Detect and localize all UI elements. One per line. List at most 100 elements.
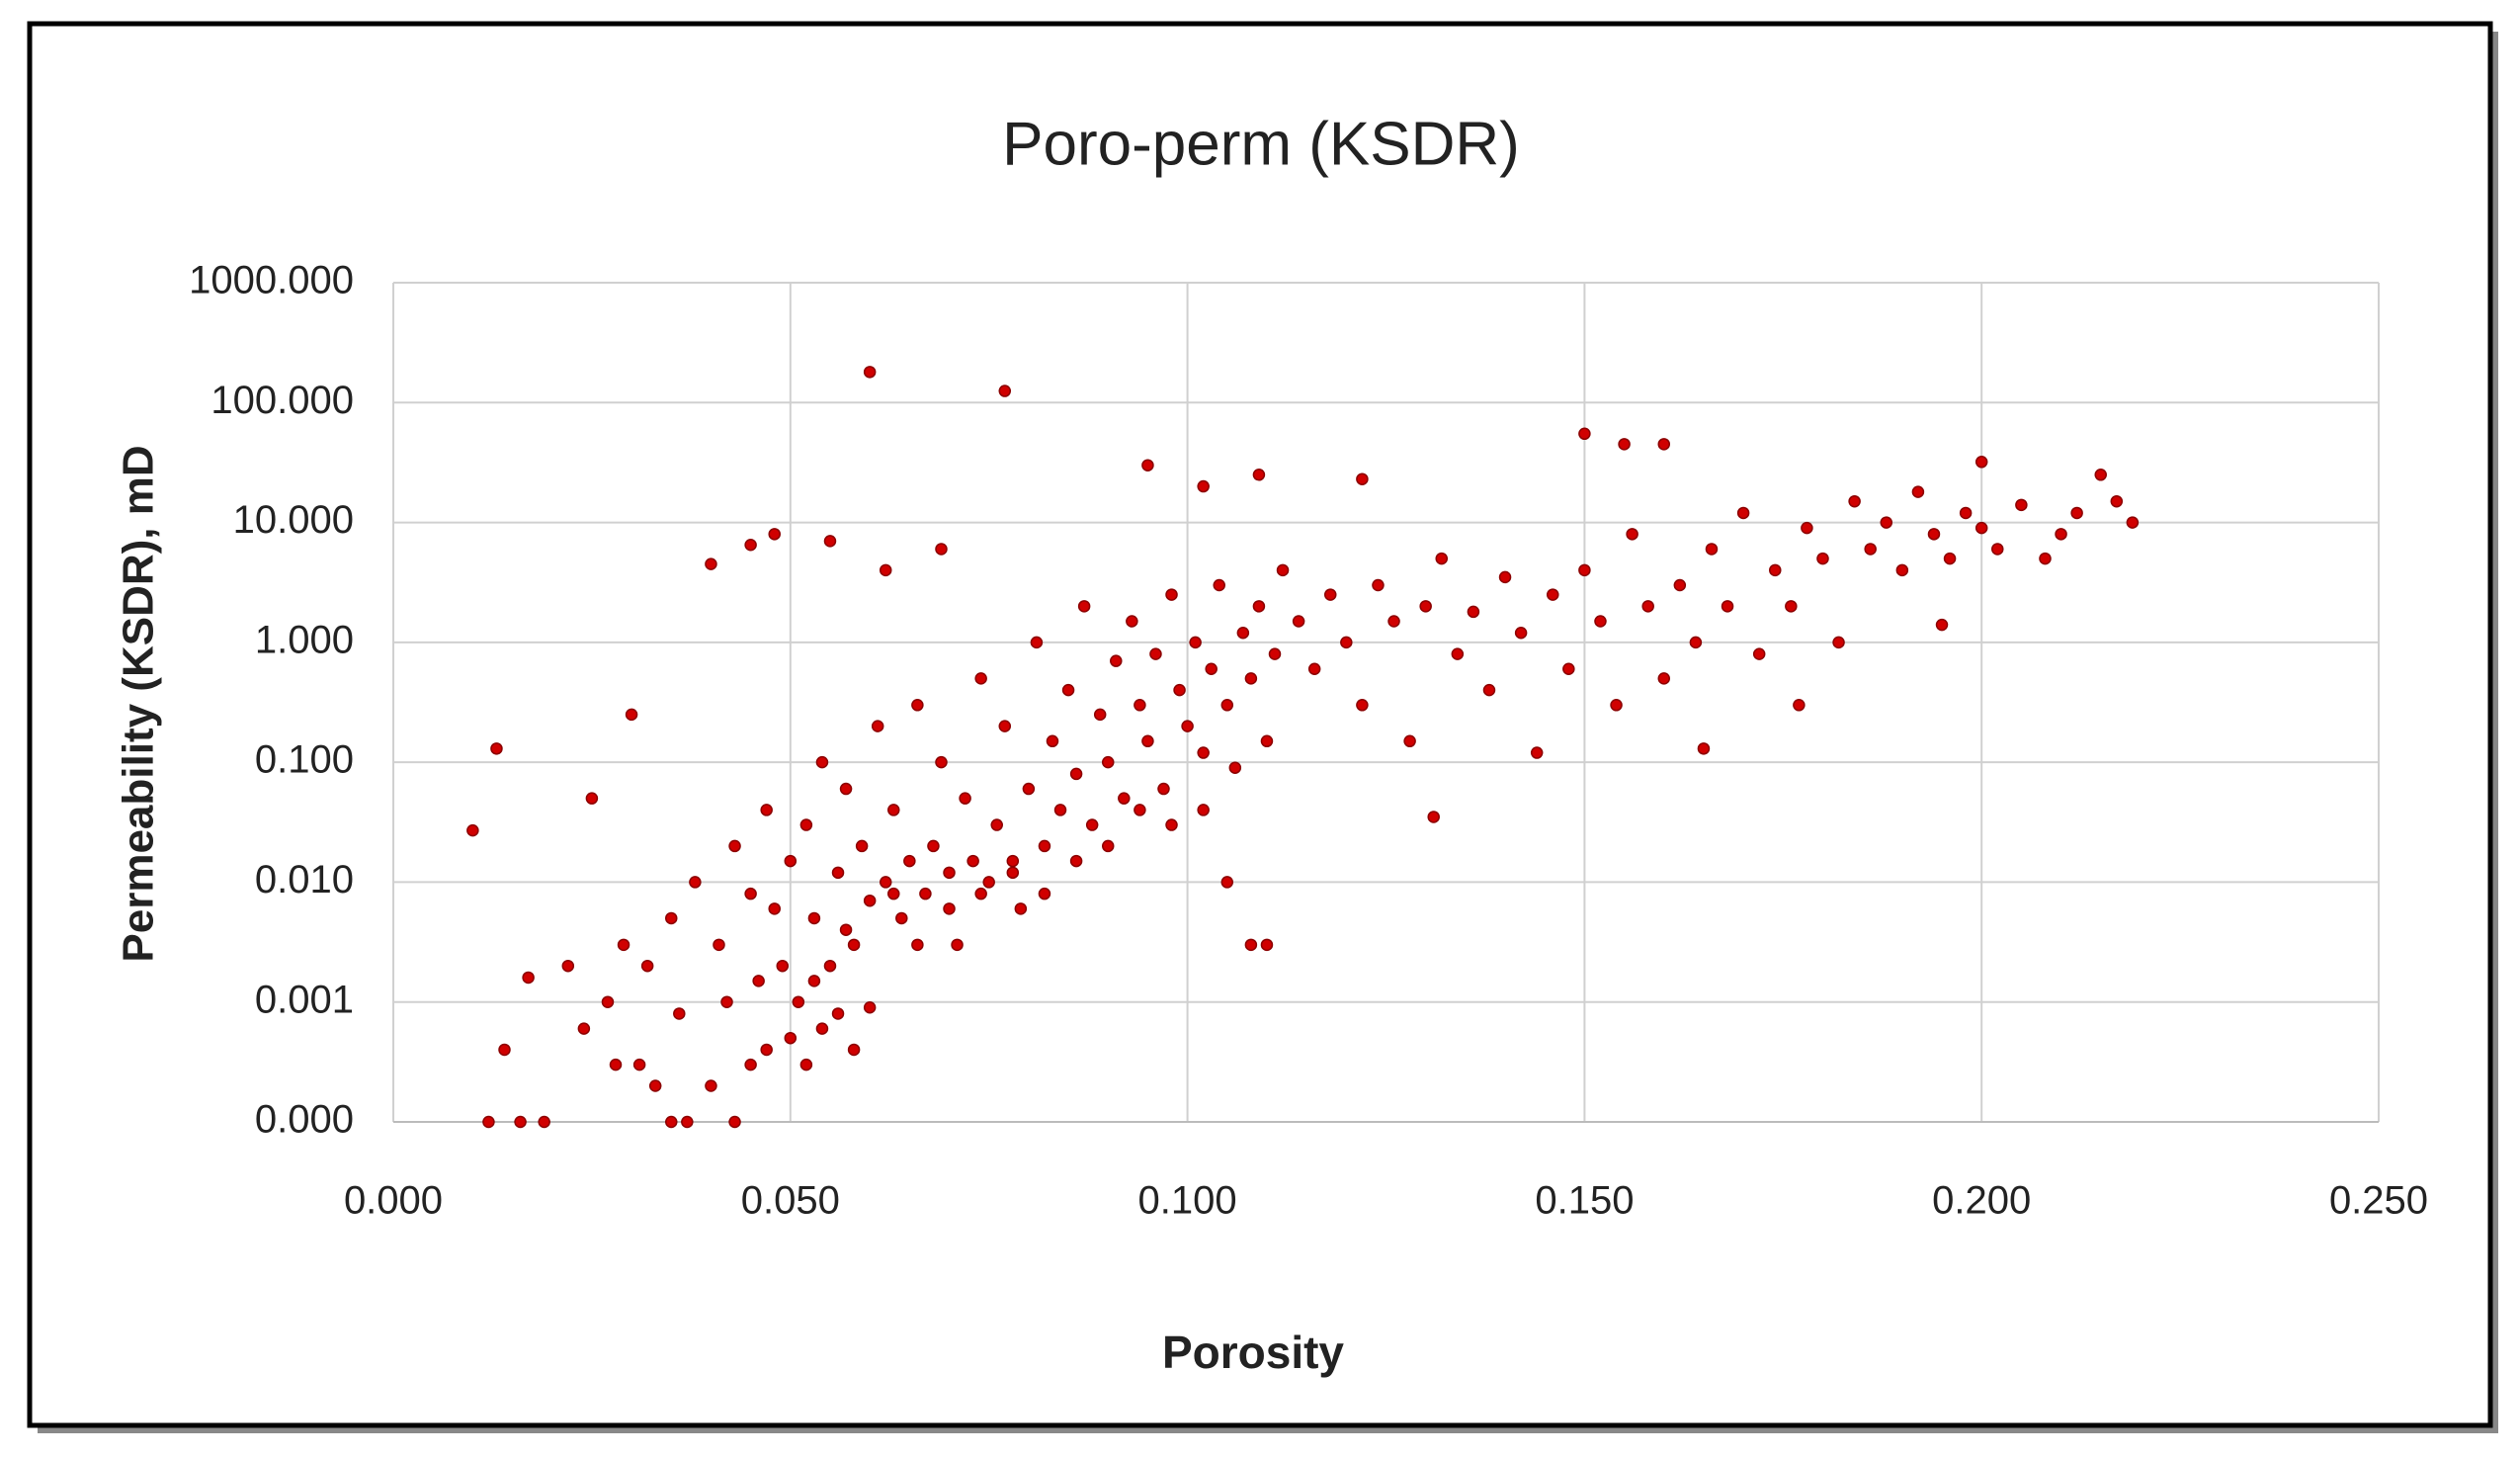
point [1419, 600, 1432, 613]
point [1053, 804, 1067, 816]
point [1244, 938, 1258, 952]
point [807, 911, 821, 925]
point [2094, 469, 2107, 481]
point [903, 854, 916, 868]
point [1165, 818, 1178, 831]
point [1801, 521, 1813, 535]
point [1022, 782, 1036, 796]
point [482, 1115, 495, 1129]
point [1220, 876, 1234, 889]
point [959, 792, 971, 805]
x-tick-label: 0.000 [344, 1179, 443, 1223]
point [1578, 563, 1591, 577]
point [1134, 804, 1146, 816]
point [2126, 516, 2140, 529]
point [974, 672, 987, 685]
point [1372, 578, 1385, 592]
point [1673, 578, 1687, 592]
point [1189, 636, 1202, 649]
point [1991, 543, 2004, 556]
point [1173, 683, 1186, 697]
point [1038, 839, 1051, 853]
point [1547, 588, 1559, 601]
point [1236, 627, 1250, 640]
point [1181, 720, 1194, 732]
point [1118, 792, 1131, 805]
point [1220, 699, 1234, 712]
point [1387, 615, 1400, 628]
point [648, 1079, 662, 1092]
point [1864, 543, 1877, 556]
point [1276, 563, 1290, 577]
point [1038, 887, 1051, 900]
point [1093, 708, 1107, 722]
point [640, 959, 654, 973]
point [617, 938, 630, 952]
point [776, 959, 790, 973]
point [1292, 615, 1305, 628]
point [1578, 427, 1591, 441]
point [490, 742, 503, 755]
point [990, 818, 1003, 831]
point [998, 720, 1012, 732]
point [1736, 506, 1750, 520]
point [601, 995, 615, 1008]
point [514, 1115, 527, 1129]
point [1657, 438, 1671, 451]
point [943, 902, 956, 915]
point [1069, 767, 1083, 781]
y-axis-label: Permeability (KSDR), mD [115, 445, 163, 962]
point [1110, 654, 1123, 667]
point [1793, 699, 1806, 712]
point [705, 557, 717, 570]
point [951, 938, 964, 952]
point [887, 804, 900, 816]
point [831, 866, 845, 880]
point [744, 539, 757, 552]
point [815, 755, 829, 769]
point [1848, 494, 1861, 508]
point [1498, 570, 1512, 584]
point [2110, 494, 2124, 508]
point [1705, 543, 1719, 556]
point [752, 975, 765, 987]
point [632, 1058, 646, 1071]
point [561, 959, 575, 973]
point [1165, 588, 1178, 601]
point [863, 894, 877, 907]
y-tick-label: 1000.000 [189, 259, 354, 302]
point [943, 866, 956, 880]
x-tick-label: 0.250 [2329, 1179, 2428, 1223]
point [1197, 479, 1210, 493]
point [1641, 600, 1654, 613]
point [1618, 438, 1631, 451]
chart-title: Poro-perm (KSDR) [1002, 110, 1520, 178]
point [713, 938, 725, 952]
point [744, 1058, 757, 1071]
point [807, 975, 821, 987]
point [1594, 615, 1607, 628]
point [1530, 746, 1544, 759]
point [498, 1043, 511, 1057]
y-tick-label: 0.100 [255, 738, 354, 782]
point [2055, 528, 2067, 541]
x-tick-label: 0.150 [1535, 1179, 1634, 1223]
y-tick-label: 1.000 [255, 618, 354, 661]
point [1816, 552, 1829, 565]
point [823, 959, 837, 973]
point [2070, 506, 2083, 520]
point [927, 839, 940, 853]
point [1228, 761, 1242, 774]
point [1467, 605, 1480, 619]
point [1252, 469, 1266, 481]
point [625, 708, 638, 722]
point [1356, 699, 1369, 712]
point [1157, 782, 1170, 796]
point [744, 887, 757, 900]
point [728, 1115, 741, 1129]
point [847, 1043, 861, 1057]
point [1403, 734, 1416, 748]
point [1260, 938, 1274, 952]
